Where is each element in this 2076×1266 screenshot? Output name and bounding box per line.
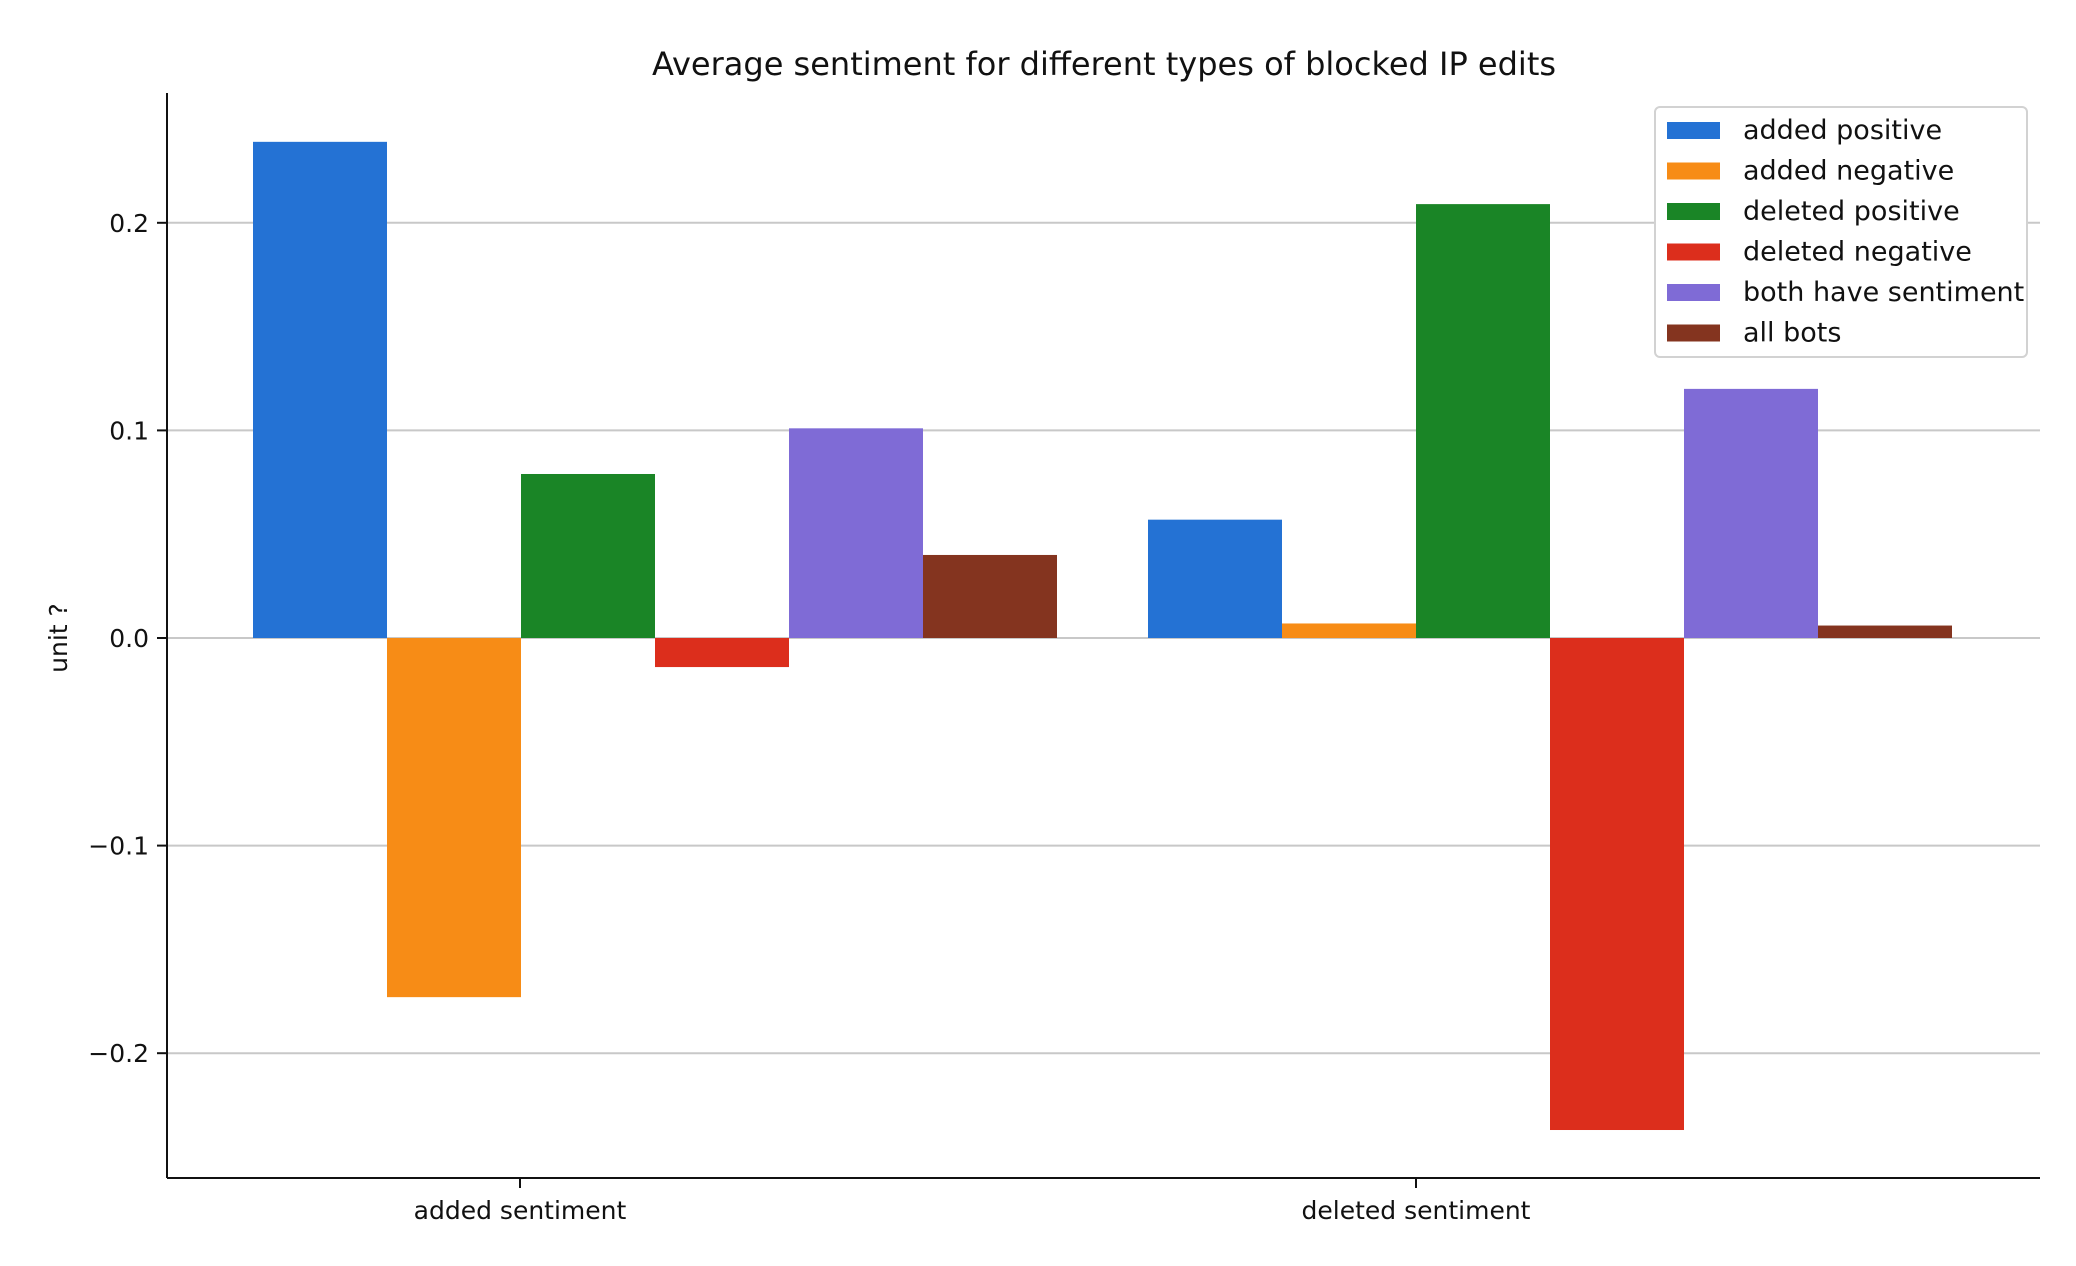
- legend-label: both have sentiment: [1743, 277, 2024, 308]
- legend-label: all bots: [1743, 318, 1841, 349]
- x-tick-label: added sentiment: [414, 1196, 627, 1225]
- bar: [253, 141, 387, 638]
- legend: added positive added negative deleted posi…: [1654, 106, 2028, 358]
- legend-label: deleted negative: [1743, 237, 1972, 268]
- bar: [1148, 519, 1282, 638]
- y-tick-label: −0.2: [88, 1039, 149, 1068]
- bar: [655, 638, 789, 668]
- y-tick-label: 0.1: [109, 416, 149, 445]
- bar: [923, 554, 1057, 638]
- legend-swatch: [1667, 162, 1720, 180]
- bar: [521, 473, 655, 638]
- legend-swatch: [1667, 122, 1720, 139]
- bars: [253, 141, 1952, 1131]
- legend-box: [1654, 106, 2028, 358]
- y-axis-label: unit ?: [44, 603, 73, 673]
- x-tick-label: deleted sentiment: [1302, 1196, 1531, 1225]
- y-tick-label: −0.1: [88, 832, 149, 861]
- ticks: −0.2 −0.1 0.0 0.1 0.2 added sentiment deleted …: [88, 209, 1530, 1225]
- legend-swatch: [1667, 284, 1720, 301]
- bar: [1818, 625, 1952, 638]
- legend-swatch: [1667, 324, 1720, 342]
- legend-label: added negative: [1743, 156, 1954, 187]
- legend-label: added positive: [1743, 115, 1942, 146]
- legend-swatch: [1667, 203, 1720, 220]
- legend-swatch: [1667, 243, 1720, 261]
- y-tick-label: 0.2: [109, 209, 149, 238]
- axes: [166, 93, 2040, 1179]
- bar: [387, 638, 521, 998]
- legend-label: deleted positive: [1743, 196, 1960, 227]
- y-tick-label: 0.0: [109, 624, 149, 653]
- chart-title: Average sentiment for different types of…: [652, 45, 1556, 83]
- bar: [1550, 638, 1684, 1131]
- bar: [1684, 388, 1818, 638]
- bar: [1282, 623, 1416, 638]
- bar: [789, 428, 923, 638]
- bar: [1416, 204, 1550, 638]
